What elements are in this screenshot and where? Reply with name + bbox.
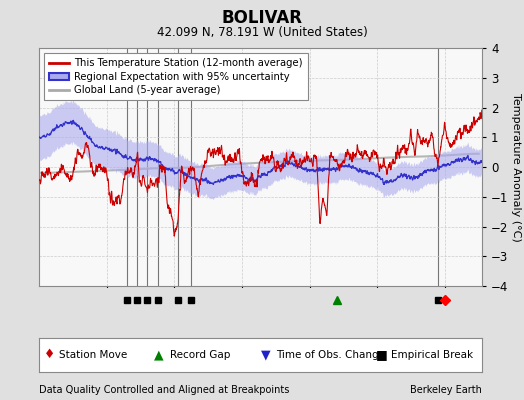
Text: Station Move: Station Move bbox=[59, 350, 127, 360]
Text: Empirical Break: Empirical Break bbox=[391, 350, 474, 360]
Y-axis label: Temperature Anomaly (°C): Temperature Anomaly (°C) bbox=[511, 93, 521, 241]
Text: Berkeley Earth: Berkeley Earth bbox=[410, 385, 482, 395]
Text: BOLIVAR: BOLIVAR bbox=[222, 9, 302, 27]
Text: ▲: ▲ bbox=[155, 348, 164, 362]
Text: Record Gap: Record Gap bbox=[170, 350, 230, 360]
Text: Data Quality Controlled and Aligned at Breakpoints: Data Quality Controlled and Aligned at B… bbox=[39, 385, 290, 395]
Text: Time of Obs. Change: Time of Obs. Change bbox=[276, 350, 385, 360]
Text: ♦: ♦ bbox=[43, 348, 55, 362]
Legend: This Temperature Station (12-month average), Regional Expectation with 95% uncer: This Temperature Station (12-month avera… bbox=[45, 53, 308, 100]
Text: ▼: ▼ bbox=[261, 348, 270, 362]
Text: 42.099 N, 78.191 W (United States): 42.099 N, 78.191 W (United States) bbox=[157, 26, 367, 39]
Text: ■: ■ bbox=[376, 348, 388, 362]
